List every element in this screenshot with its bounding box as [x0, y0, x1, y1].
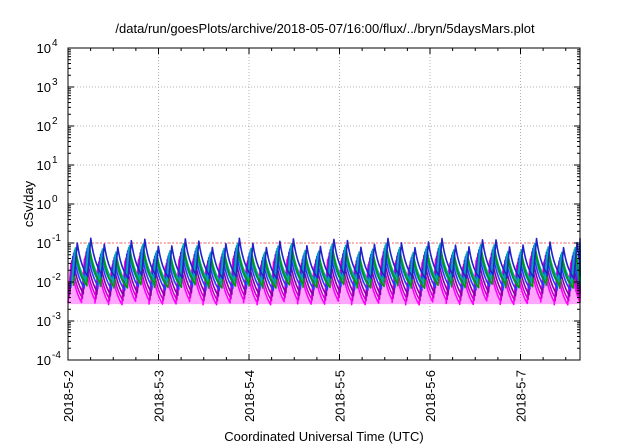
x-tick-label: 2018-5-3: [152, 370, 167, 422]
y-tick-exponent: 2: [52, 116, 58, 127]
y-tick-label: 10: [37, 158, 51, 173]
x-tick-label: 2018-5-7: [514, 370, 529, 422]
y-tick-label: 10: [37, 41, 51, 56]
y-tick-label: 10: [37, 236, 51, 251]
x-axis-ticks: 2018-5-2 2018-5-3 2018-5-4 2018-5-5 2018-5-6…: [61, 48, 567, 422]
y-tick-exponent: -1: [52, 233, 61, 244]
series-line: [69, 251, 581, 297]
series-line: [73, 237, 581, 280]
x-tick-label: 2018-5-5: [333, 370, 348, 422]
y-tick-exponent: 4: [52, 38, 58, 49]
x-tick-label: 2018-5-4: [242, 370, 257, 422]
series-group: [67, 237, 581, 306]
x-axis-label: Coordinated Universal Time (UTC): [224, 429, 423, 444]
x-tick-label: 2018-5-6: [423, 370, 438, 422]
series-line: [71, 242, 581, 284]
y-tick-label: 10: [37, 275, 51, 290]
y-tick-exponent: -4: [52, 350, 61, 361]
y-tick-label: 10: [37, 314, 51, 329]
x-tick-label: 2018-5-2: [61, 370, 76, 422]
y-tick-exponent: 3: [52, 77, 58, 88]
series-line: [72, 249, 581, 289]
y-tick-exponent: -3: [52, 311, 61, 322]
chart-title: /data/run/goesPlots/archive/2018-05-07/1…: [115, 21, 535, 36]
y-axis-label: cSv/day: [21, 180, 36, 227]
y-tick-label: 10: [37, 197, 51, 212]
y-tick-label: 10: [37, 119, 51, 134]
series-envelope: [68, 260, 580, 305]
y-tick-exponent: 0: [52, 194, 58, 205]
y-tick-exponent: -2: [52, 272, 61, 283]
series-line: [69, 247, 581, 292]
y-tick-label: 10: [37, 80, 51, 95]
series-line: [68, 255, 581, 302]
grid-lines: [68, 48, 580, 360]
y-tick-label: 10: [37, 353, 51, 368]
y-tick-exponent: 1: [52, 155, 58, 166]
